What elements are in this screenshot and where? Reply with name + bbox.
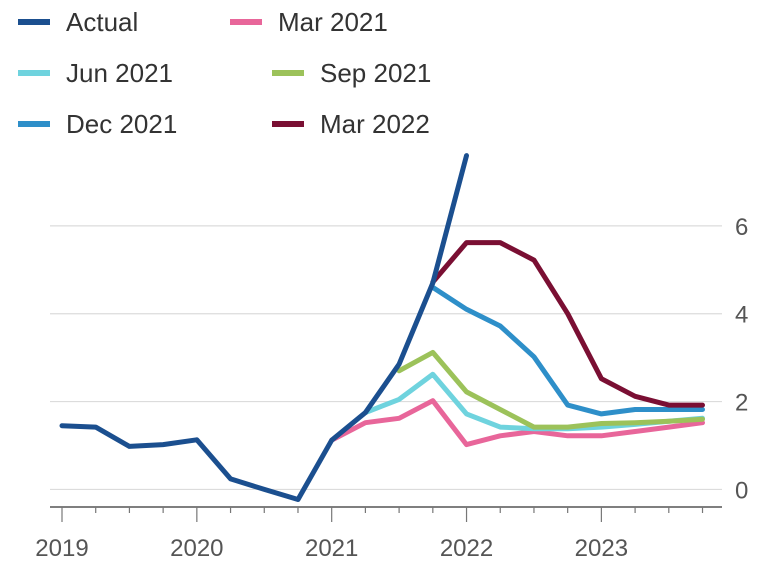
series-line-mar-2021 — [329, 398, 705, 448]
x-tick-label: 2022 — [440, 535, 493, 561]
legend-item: Sep 2021 — [272, 58, 431, 88]
series-line-dec-2021 — [430, 284, 705, 417]
chart-legend: Actual Mar 2021 Jun 2021 Sep 2021 Dec 2021 Ma… — [18, 7, 431, 139]
x-tick-label: 2023 — [575, 535, 628, 561]
x-tick-label: 2021 — [305, 535, 358, 561]
grid-lines — [50, 225, 722, 491]
legend-item: Dec 2021 — [18, 109, 177, 139]
legend-label: Mar 2021 — [278, 7, 388, 37]
x-axis: 2019 2020 2021 2022 2023 — [35, 506, 722, 561]
series-line-mar-2022 — [430, 240, 705, 408]
y-tick-label: 2 — [735, 390, 748, 417]
x-tick-label: 2020 — [170, 535, 223, 561]
series-line-sep-2021 — [396, 349, 705, 430]
legend-label: Sep 2021 — [320, 58, 431, 88]
legend-item: Jun 2021 — [18, 58, 173, 88]
legend-label: Mar 2022 — [320, 109, 430, 139]
legend-label: Dec 2021 — [66, 109, 177, 139]
y-tick-label: 0 — [735, 477, 748, 504]
y-tick-label: 4 — [735, 302, 748, 329]
legend-label: Actual — [66, 7, 138, 37]
legend-item: Actual — [18, 7, 138, 37]
plot-area — [59, 153, 705, 502]
x-tick-label: 2019 — [35, 535, 88, 561]
series-line-actual — [59, 153, 469, 502]
legend-label: Jun 2021 — [66, 58, 173, 88]
y-tick-label: 6 — [735, 214, 748, 241]
legend-item: Mar 2021 — [230, 7, 388, 37]
y-axis: 0 2 4 6 — [735, 214, 748, 505]
legend-item: Mar 2022 — [272, 109, 430, 139]
